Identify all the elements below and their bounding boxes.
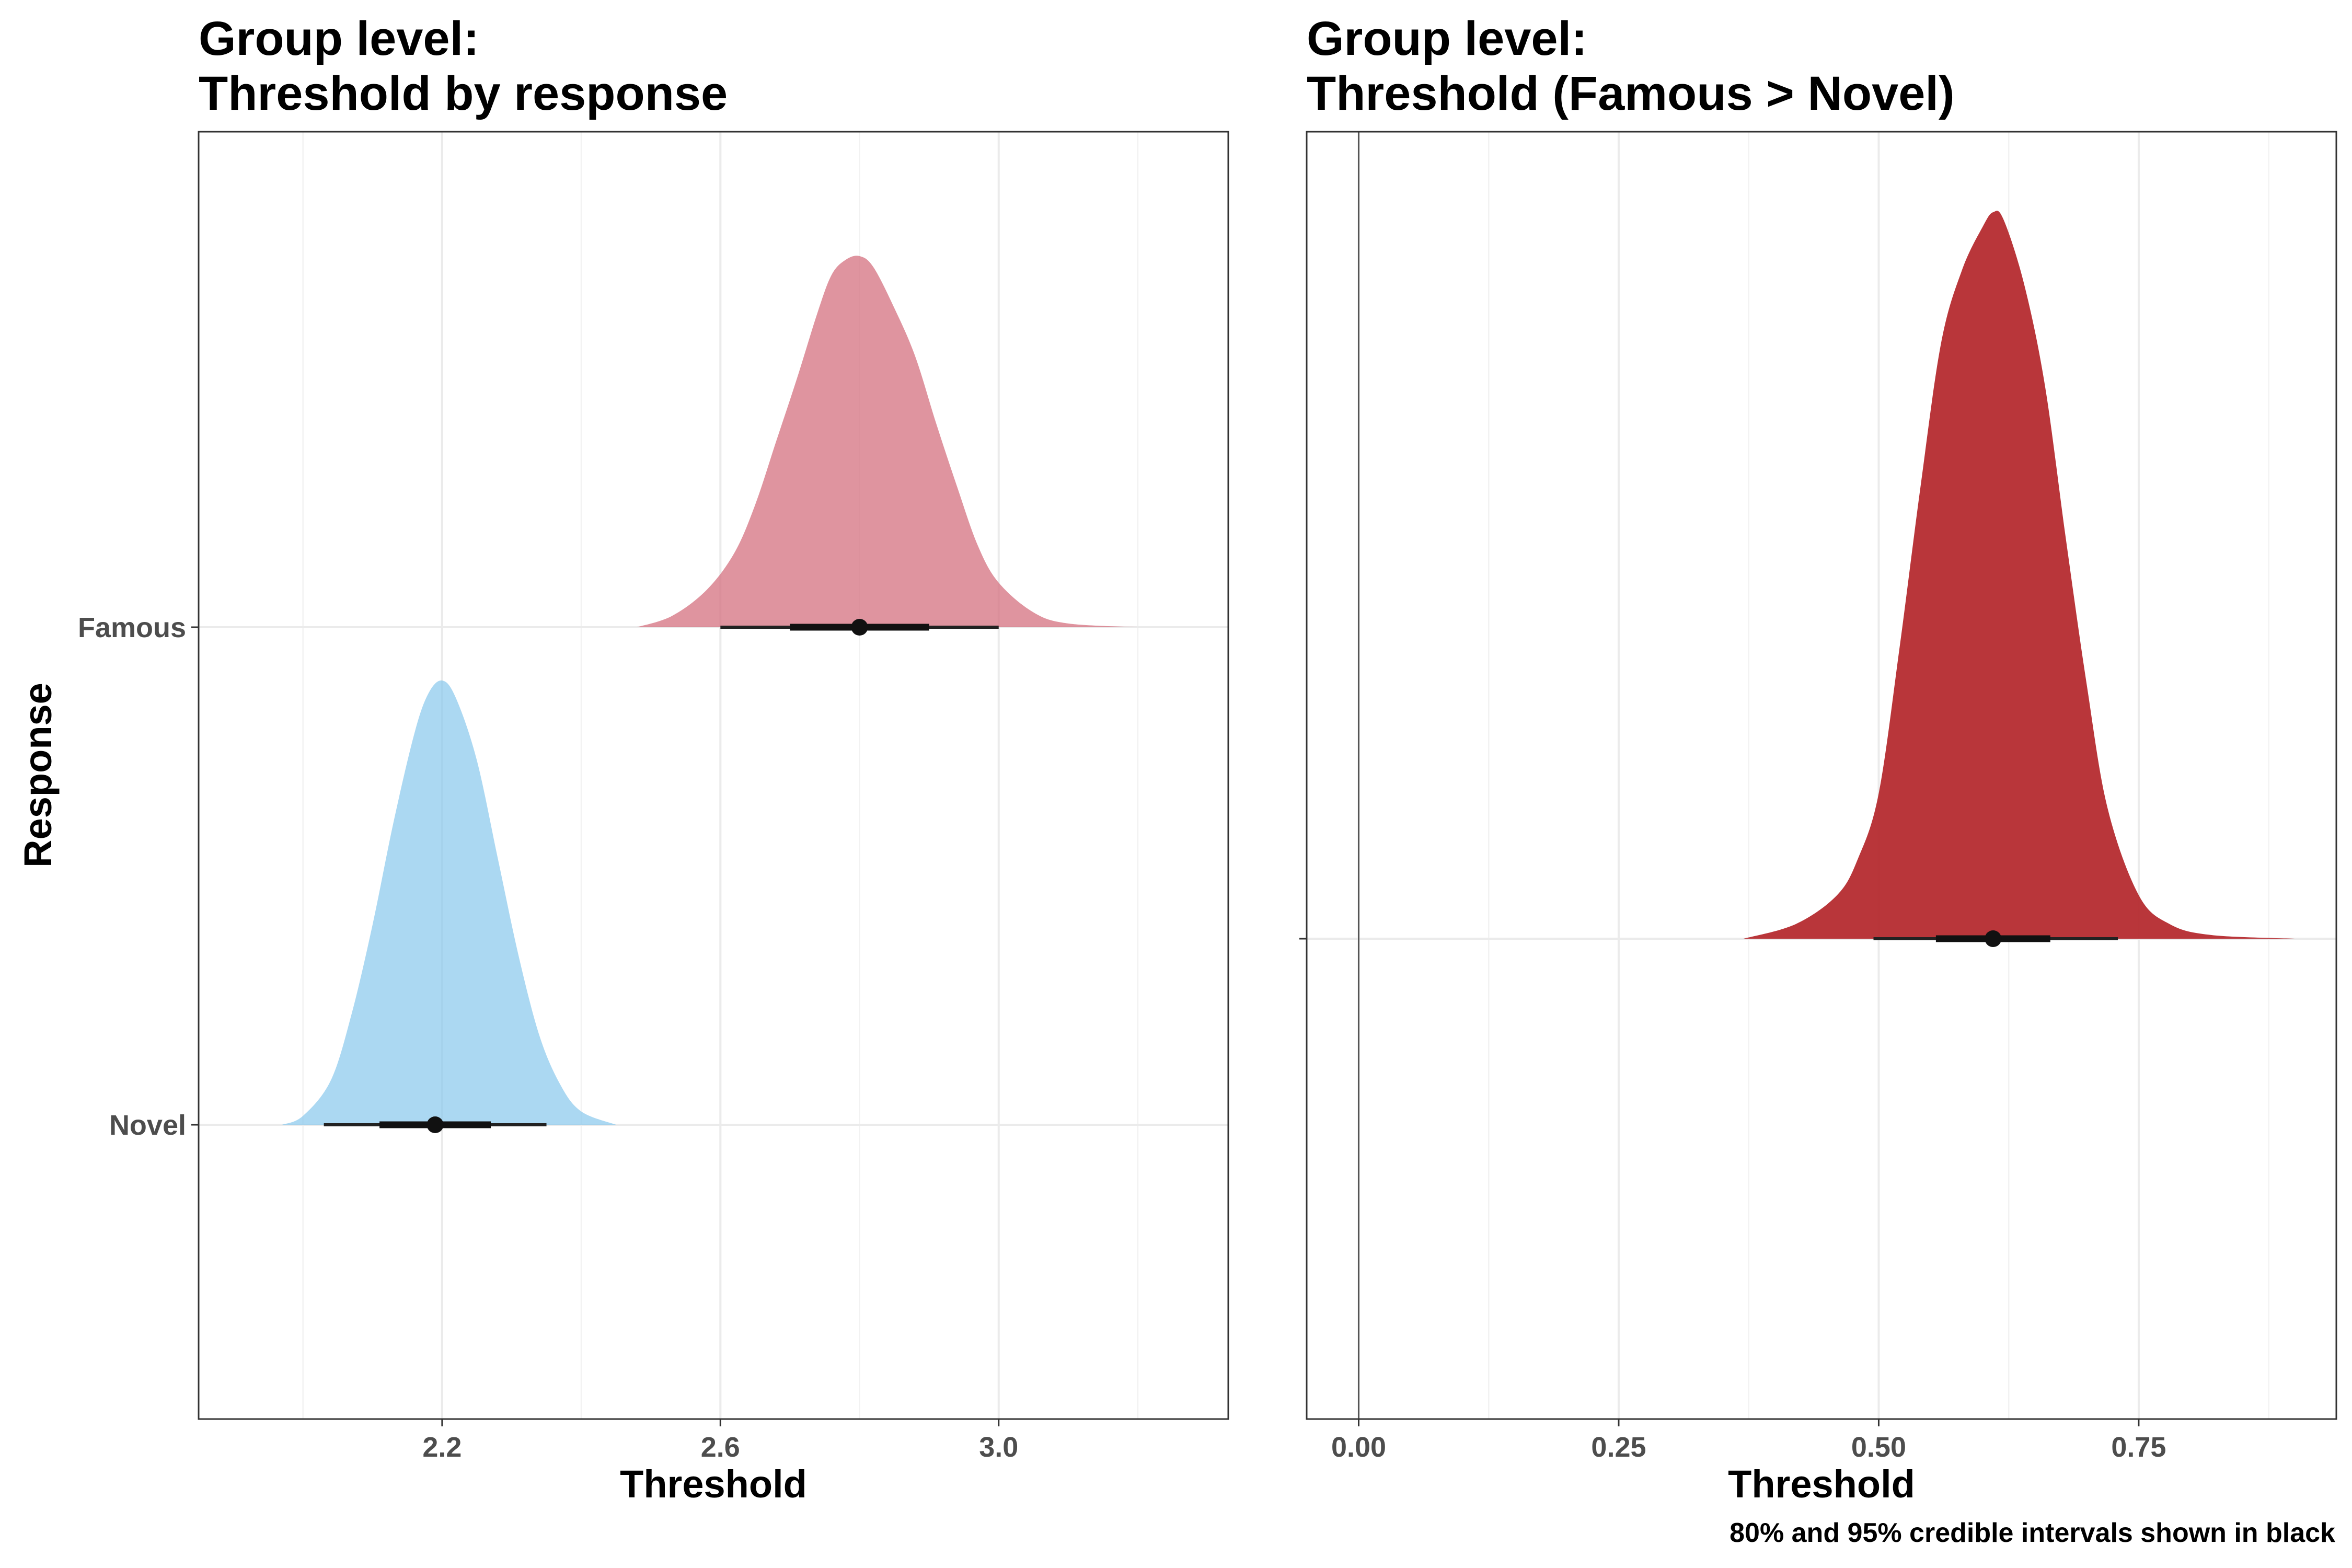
right-chart-title-line-2: Threshold (Famous > Novel) (1307, 67, 1955, 120)
x-tick-label: 0.25 (1591, 1432, 1646, 1463)
left-y-axis-title: Response (16, 683, 60, 868)
left-grid (199, 132, 1228, 1419)
x-tick-label: 0.00 (1331, 1432, 1386, 1463)
famous-density-area (637, 256, 1138, 628)
right-density-layer (1743, 211, 2295, 939)
right-axes: 0.00 0.25 0.50 0.75 (1299, 938, 2166, 1463)
right-chart-panel: Group level: Threshold (Famous > Novel) … (1299, 12, 2337, 1506)
famous-point-estimate (851, 619, 868, 636)
left-density-layer (282, 256, 1138, 1125)
right-x-axis-title: Threshold (1728, 1462, 1915, 1506)
novel-point-estimate (426, 1116, 444, 1133)
left-x-axis-title: Threshold (620, 1462, 807, 1506)
left-chart-title-line-2: Threshold by response (199, 67, 728, 120)
x-tick-label: 0.75 (2111, 1432, 2166, 1463)
right-panel-border (1306, 131, 2337, 1420)
difference-density-area (1743, 211, 2295, 939)
right-interval-layer (1873, 930, 2118, 947)
figure-caption: 80% and 95% credible intervals shown in … (1730, 1518, 2335, 1548)
left-interval-layer (324, 619, 999, 1133)
novel-density-area (282, 680, 616, 1125)
y-tick-label-novel: Novel (109, 1110, 186, 1141)
x-tick-label: 2.6 (701, 1432, 740, 1463)
left-chart-panel: Group level: Threshold by response 2.2 2.… (16, 12, 1229, 1506)
x-tick-label: 0.50 (1851, 1432, 1906, 1463)
left-panel-border (198, 131, 1229, 1420)
right-chart-title-line-1: Group level: (1307, 12, 1587, 65)
y-tick-label-famous: Famous (78, 612, 186, 643)
left-axes: 2.2 2.6 3.0 Famous Novel (78, 612, 1018, 1463)
x-tick-label: 3.0 (979, 1432, 1018, 1463)
right-grid (1307, 132, 2336, 1419)
difference-point-estimate (1985, 930, 2002, 947)
x-tick-label: 2.2 (422, 1432, 462, 1463)
left-chart-title-line-1: Group level: (199, 12, 479, 65)
